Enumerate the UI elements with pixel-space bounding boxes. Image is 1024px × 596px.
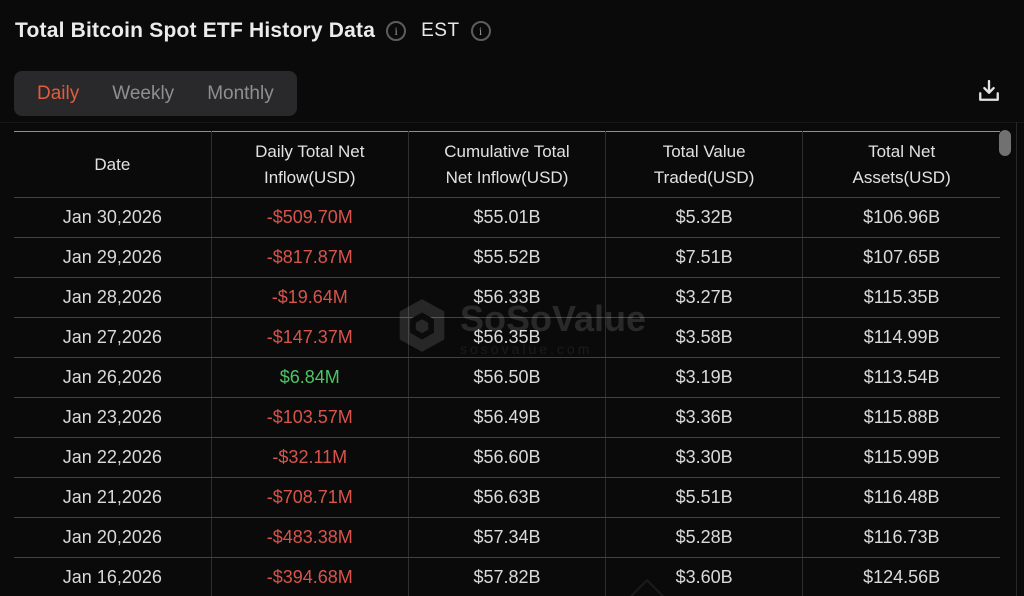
daily-net-inflow-cell: -$509.70M bbox=[210, 197, 409, 238]
tab-weekly[interactable]: Weekly bbox=[112, 82, 175, 104]
total-value-traded-cell: $3.36B bbox=[605, 397, 803, 438]
daily-net-inflow-cell: -$817.87M bbox=[210, 237, 409, 278]
cumulative-net-inflow-cell: $56.35B bbox=[407, 317, 606, 358]
cumulative-net-inflow-cell: $57.82B bbox=[407, 557, 606, 596]
table-row: Jan 28,2026 -$19.64M $56.33B $3.27B $115.35B bbox=[14, 277, 1000, 318]
table-container-right-border bbox=[1016, 122, 1017, 596]
interval-tab-group: Daily Weekly Monthly bbox=[14, 71, 297, 116]
total-net-assets-cell: $124.56B bbox=[802, 557, 1000, 596]
etf-history-table-wrap: Date Daily Total Net Inflow(USD) Cumulat… bbox=[14, 131, 1000, 596]
daily-net-inflow-cell: -$32.11M bbox=[210, 437, 409, 478]
table-row: Jan 20,2026 -$483.38M $57.34B $5.28B $116.73… bbox=[14, 517, 1000, 558]
date-cell: Jan 26,2026 bbox=[14, 357, 212, 398]
daily-net-inflow-cell: -$19.64M bbox=[210, 277, 409, 318]
tab-daily[interactable]: Daily bbox=[37, 82, 80, 104]
date-cell: Jan 28,2026 bbox=[14, 277, 212, 318]
cumulative-net-inflow-cell: $56.49B bbox=[407, 397, 606, 438]
total-net-assets-cell: $114.99B bbox=[802, 317, 1000, 358]
total-value-traded-cell: $3.60B bbox=[605, 557, 803, 596]
daily-net-inflow-cell: -$483.38M bbox=[210, 517, 409, 558]
total-net-assets-cell: $115.88B bbox=[802, 397, 1000, 438]
total-net-assets-cell: $116.73B bbox=[802, 517, 1000, 558]
timezone-info-icon[interactable]: i bbox=[470, 21, 491, 41]
table-container-top-border bbox=[0, 122, 1024, 123]
column-header-cumulative-net-inflow: Cumulative Total Net Inflow(USD) bbox=[407, 131, 606, 198]
date-cell: Jan 27,2026 bbox=[14, 317, 212, 358]
total-net-assets-cell: $107.65B bbox=[802, 237, 1000, 278]
cumulative-net-inflow-cell: $57.34B bbox=[407, 517, 606, 558]
download-button[interactable] bbox=[971, 73, 1007, 109]
title-row: Total Bitcoin Spot ETF History Data i ES… bbox=[15, 19, 491, 43]
date-cell: Jan 30,2026 bbox=[14, 197, 212, 238]
date-cell: Jan 16,2026 bbox=[14, 557, 212, 596]
cumulative-net-inflow-cell: $56.63B bbox=[407, 477, 606, 518]
cumulative-net-inflow-cell: $56.50B bbox=[407, 357, 606, 398]
tab-monthly[interactable]: Monthly bbox=[207, 82, 274, 104]
date-cell: Jan 21,2026 bbox=[14, 477, 212, 518]
column-header-total-net-assets: Total Net Assets(USD) bbox=[802, 131, 1000, 198]
daily-net-inflow-cell: -$147.37M bbox=[210, 317, 409, 358]
column-header-daily-net-inflow: Daily Total Net Inflow(USD) bbox=[210, 131, 409, 198]
total-value-traded-cell: $5.32B bbox=[605, 197, 803, 238]
table-row: Jan 27,2026 -$147.37M $56.35B $3.58B $114.99… bbox=[14, 317, 1000, 358]
vertical-scrollbar-thumb[interactable] bbox=[999, 130, 1011, 156]
total-net-assets-cell: $115.35B bbox=[802, 277, 1000, 318]
date-cell: Jan 29,2026 bbox=[14, 237, 212, 278]
total-value-traded-cell: $3.30B bbox=[605, 437, 803, 478]
total-value-traded-cell: $5.51B bbox=[605, 477, 803, 518]
daily-net-inflow-cell: -$394.68M bbox=[210, 557, 409, 596]
date-cell: Jan 20,2026 bbox=[14, 517, 212, 558]
title-info-icon[interactable]: i bbox=[386, 21, 407, 41]
total-value-traded-cell: $3.27B bbox=[605, 277, 803, 318]
table-row: Jan 23,2026 -$103.57M $56.49B $3.36B $115.88… bbox=[14, 397, 1000, 438]
column-header-total-value-traded: Total Value Traded(USD) bbox=[605, 131, 803, 198]
download-icon bbox=[975, 77, 1003, 105]
total-value-traded-cell: $3.19B bbox=[605, 357, 803, 398]
cumulative-net-inflow-cell: $55.52B bbox=[407, 237, 606, 278]
cumulative-net-inflow-cell: $55.01B bbox=[407, 197, 606, 238]
total-value-traded-cell: $3.58B bbox=[605, 317, 803, 358]
cumulative-net-inflow-cell: $56.60B bbox=[407, 437, 606, 478]
daily-net-inflow-cell: -$708.71M bbox=[210, 477, 409, 518]
total-value-traded-cell: $7.51B bbox=[605, 237, 803, 278]
daily-net-inflow-cell: -$103.57M bbox=[210, 397, 409, 438]
table-row: Jan 22,2026 -$32.11M $56.60B $3.30B $115.99B bbox=[14, 437, 1000, 478]
etf-history-table: Date Daily Total Net Inflow(USD) Cumulat… bbox=[14, 131, 1000, 596]
total-net-assets-cell: $115.99B bbox=[802, 437, 1000, 478]
table-row: Jan 26,2026 $6.84M $56.50B $3.19B $113.54B bbox=[14, 357, 1000, 398]
date-cell: Jan 23,2026 bbox=[14, 397, 212, 438]
table-header: Date Daily Total Net Inflow(USD) Cumulat… bbox=[14, 131, 1000, 198]
table-row: Jan 29,2026 -$817.87M $55.52B $7.51B $107.65… bbox=[14, 237, 1000, 278]
total-net-assets-cell: $113.54B bbox=[802, 357, 1000, 398]
table-row: Jan 30,2026 -$509.70M $55.01B $5.32B $106.96… bbox=[14, 197, 1000, 238]
table-body: Jan 30,2026 -$509.70M $55.01B $5.32B $106.96… bbox=[14, 197, 1000, 596]
cumulative-net-inflow-cell: $56.33B bbox=[407, 277, 606, 318]
column-header-date: Date bbox=[14, 131, 212, 198]
total-net-assets-cell: $106.96B bbox=[802, 197, 1000, 238]
page-title: Total Bitcoin Spot ETF History Data bbox=[15, 19, 376, 42]
daily-net-inflow-cell: $6.84M bbox=[210, 357, 409, 398]
timezone-label: EST bbox=[421, 20, 460, 41]
table-row: Jan 21,2026 -$708.71M $56.63B $5.51B $116.48… bbox=[14, 477, 1000, 518]
total-net-assets-cell: $116.48B bbox=[802, 477, 1000, 518]
table-row: Jan 16,2026 -$394.68M $57.82B $3.60B $124.56… bbox=[14, 557, 1000, 596]
total-value-traded-cell: $5.28B bbox=[605, 517, 803, 558]
date-cell: Jan 22,2026 bbox=[14, 437, 212, 478]
